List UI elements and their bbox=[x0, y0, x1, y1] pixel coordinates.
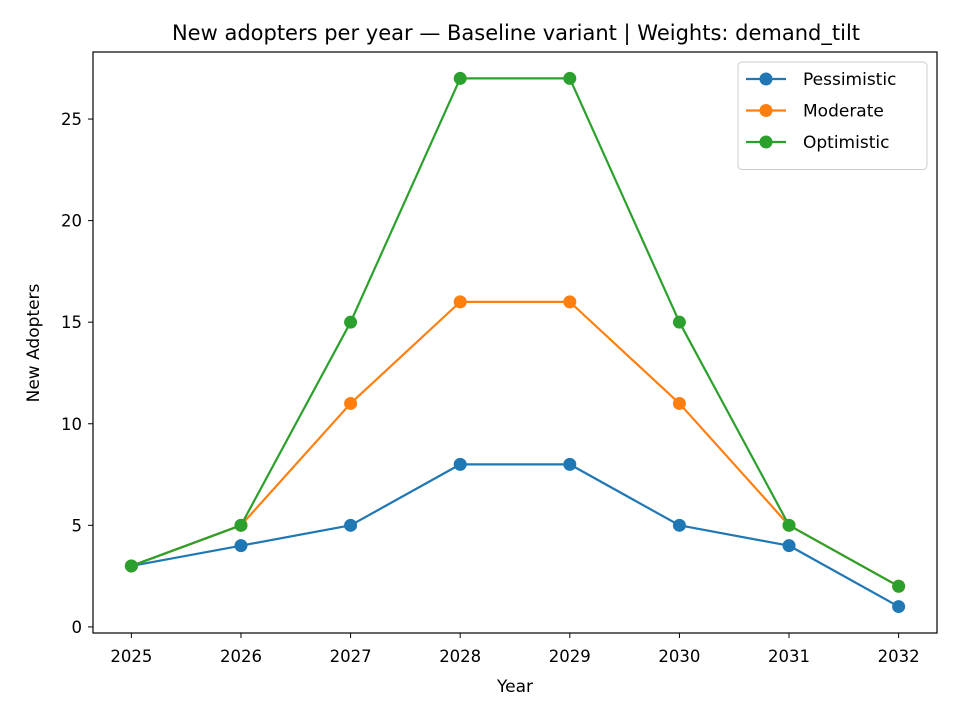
data-point-moderate bbox=[453, 295, 467, 309]
data-point-optimistic bbox=[892, 579, 906, 593]
x-axis: 2025 2026 2027 2028 2029 2030 2031 2032 bbox=[110, 633, 920, 666]
legend-marker-pessimistic bbox=[759, 72, 773, 86]
series-line-pessimistic bbox=[131, 463, 900, 608]
data-point-optimistic bbox=[453, 71, 467, 85]
data-point-moderate bbox=[672, 396, 686, 410]
series-line-moderate bbox=[130, 300, 900, 588]
x-tick-label: 2030 bbox=[658, 647, 700, 666]
plot-series bbox=[124, 71, 906, 614]
x-tick-label: 2026 bbox=[220, 647, 262, 666]
legend-marker-moderate bbox=[759, 104, 773, 117]
data-point-pessimistic bbox=[782, 539, 796, 553]
x-tick-label: 2025 bbox=[110, 647, 152, 666]
data-point-optimistic bbox=[124, 559, 138, 573]
legend-label-pessimistic: Pessimistic bbox=[803, 70, 896, 90]
legend: Pessimistic Moderate Optimistic bbox=[737, 61, 928, 170]
y-axis-label: New Adopters bbox=[24, 283, 44, 402]
x-tick-label: 2027 bbox=[330, 647, 372, 666]
data-point-pessimistic bbox=[563, 457, 577, 471]
x-axis-label: Year bbox=[496, 677, 533, 697]
data-point-pessimistic bbox=[453, 457, 467, 471]
chart-title: New adopters per year — Baseline variant… bbox=[172, 21, 860, 46]
data-point-optimistic bbox=[672, 315, 686, 329]
y-tick-label: 5 bbox=[72, 516, 83, 535]
data-point-pessimistic bbox=[344, 518, 358, 532]
data-point-moderate bbox=[563, 295, 577, 309]
x-tick-label: 2031 bbox=[768, 647, 810, 666]
data-point-optimistic bbox=[563, 71, 577, 85]
y-tick-label: 0 bbox=[72, 618, 83, 637]
legend-marker-optimistic bbox=[759, 135, 773, 149]
data-point-moderate bbox=[344, 396, 358, 410]
data-point-optimistic bbox=[234, 518, 248, 532]
y-tick-label: 20 bbox=[61, 212, 82, 231]
y-axis: 0 5 10 15 20 25 bbox=[61, 110, 93, 637]
y-tick-label: 15 bbox=[61, 313, 82, 332]
data-point-optimistic bbox=[344, 315, 358, 329]
data-point-pessimistic bbox=[892, 600, 906, 614]
y-tick-label: 25 bbox=[61, 110, 82, 129]
data-point-optimistic bbox=[782, 518, 796, 532]
data-point-pessimistic bbox=[234, 539, 248, 553]
x-tick-label: 2028 bbox=[439, 647, 481, 666]
plot-area-frame bbox=[92, 51, 938, 634]
y-tick-label: 10 bbox=[61, 415, 82, 434]
series-line-optimistic bbox=[130, 77, 900, 588]
x-tick-label: 2032 bbox=[878, 647, 920, 666]
legend-label-optimistic: Optimistic bbox=[803, 133, 889, 153]
data-point-pessimistic bbox=[672, 518, 686, 532]
legend-label-moderate: Moderate bbox=[803, 102, 884, 122]
x-tick-label: 2029 bbox=[549, 647, 591, 666]
